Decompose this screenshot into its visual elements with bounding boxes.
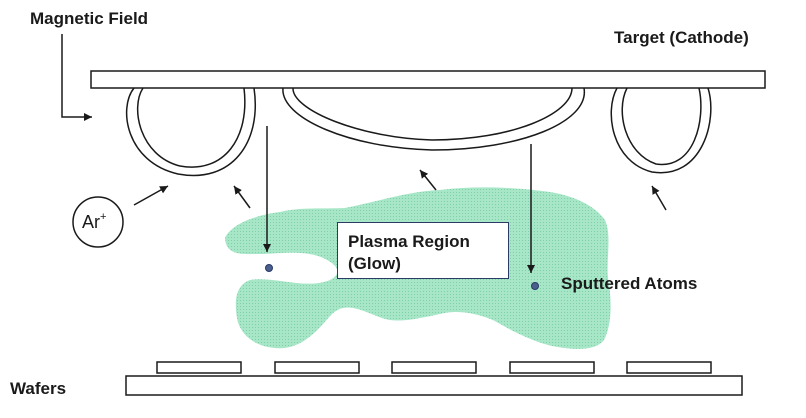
plasma-region-label-box: Plasma Region (Glow) <box>337 222 509 279</box>
sputtered-atom-2 <box>531 282 539 290</box>
ion-arrow-1 <box>133 185 169 206</box>
argon-ion-charge: + <box>100 211 107 223</box>
wafer-chip <box>626 361 712 374</box>
argon-ion-label: Ar+ <box>82 211 107 232</box>
sputtered-atom-1 <box>265 264 273 272</box>
ion-arrow-3 <box>419 169 437 191</box>
magnetic-loop-right <box>610 87 712 174</box>
wafer-platform <box>125 375 743 396</box>
target-label: Target (Cathode) <box>614 28 749 47</box>
wafer-chip <box>274 361 360 374</box>
ion-arrow-2 <box>233 185 251 209</box>
wafer-chip <box>509 361 595 374</box>
magnetic-field-label: Magnetic Field <box>30 9 149 28</box>
wafers-label: Wafers <box>10 379 67 398</box>
magnetic-loop-center <box>282 87 585 151</box>
plasma-glow-label: (Glow) <box>348 254 401 273</box>
wafer-chip <box>391 361 477 374</box>
argon-ion-symbol: Ar <box>82 212 100 232</box>
argon-ion-circle <box>72 196 124 248</box>
target-cathode <box>90 70 766 89</box>
wafer-chip <box>156 361 242 374</box>
sputtered-atoms-label: Sputtered Atoms <box>561 274 698 293</box>
magnetic-loop-left <box>125 87 256 177</box>
plasma-region-label: Plasma Region <box>348 232 470 251</box>
magnetic-field-pointer <box>61 34 92 121</box>
wafer-chips <box>156 361 712 374</box>
ion-arrow-4 <box>651 185 667 211</box>
